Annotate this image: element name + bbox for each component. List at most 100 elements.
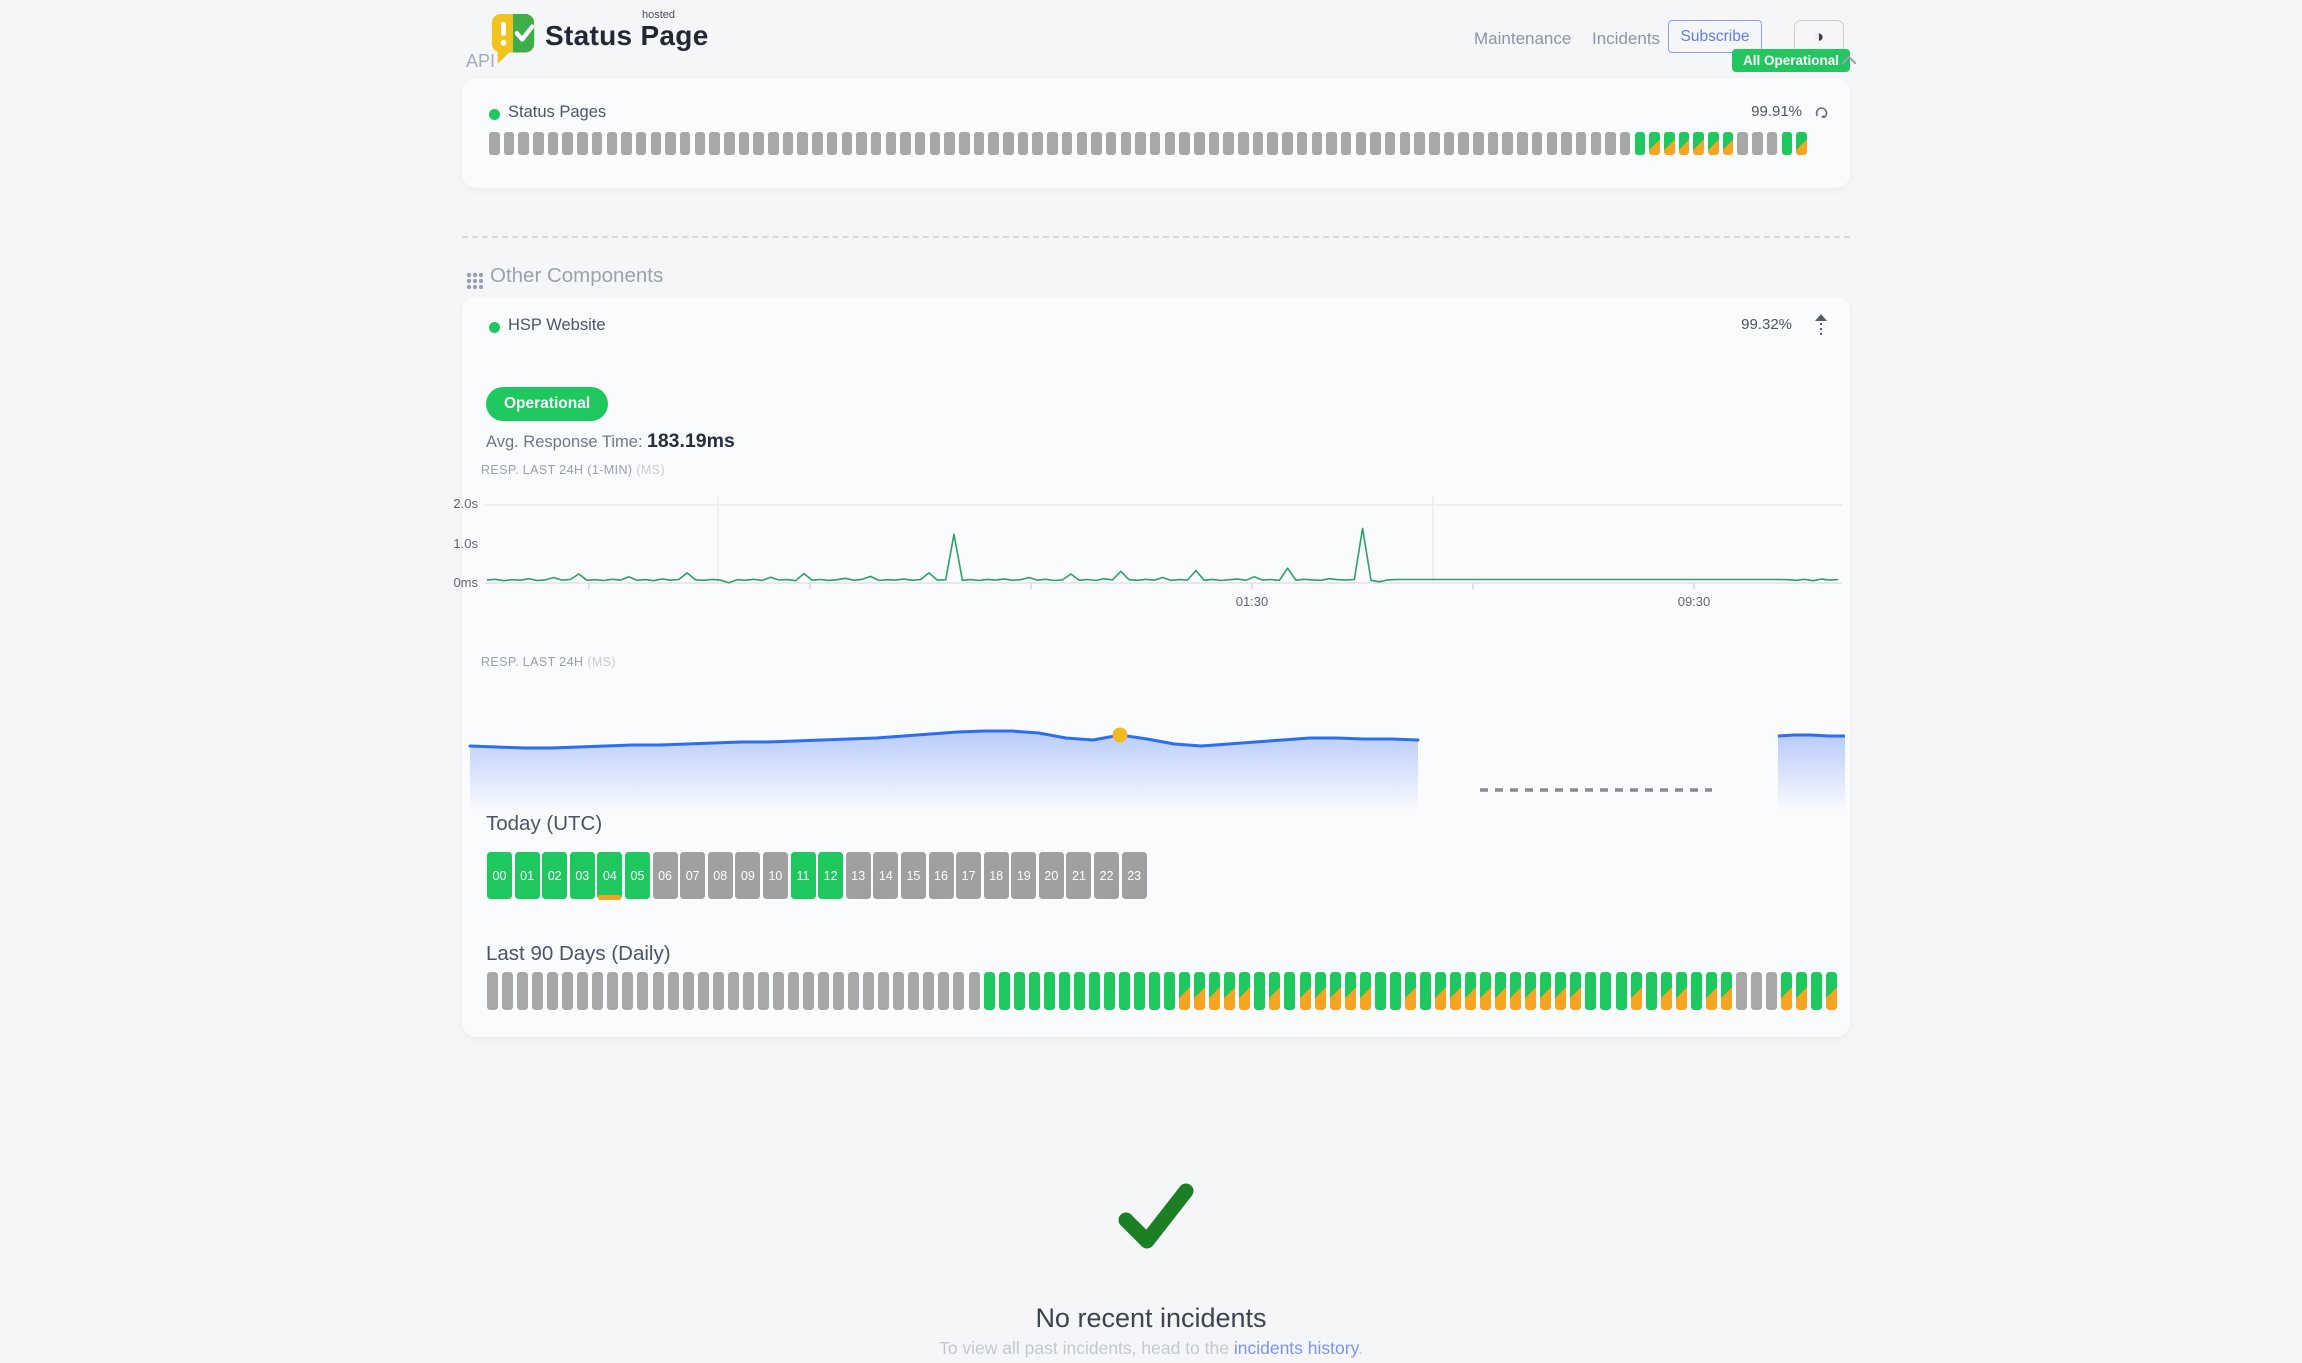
uptime-segment[interactable] [1517, 132, 1528, 155]
uptime-segment[interactable] [1429, 132, 1440, 155]
uptime-segment[interactable] [1252, 132, 1264, 155]
uptime-segment[interactable] [1179, 132, 1190, 155]
day-segment[interactable] [1254, 972, 1266, 1010]
refresh-icon[interactable] [1814, 106, 1830, 122]
uptime-segment[interactable] [768, 132, 779, 155]
day-segment[interactable] [1028, 972, 1040, 1010]
uptime-segment[interactable] [1796, 132, 1807, 155]
day-segment[interactable] [1796, 972, 1808, 1010]
hour-box-01[interactable]: 01 [514, 852, 540, 899]
uptime-segment[interactable] [1399, 132, 1411, 155]
incidents-history-link[interactable]: incidents history [1233, 1338, 1359, 1358]
day-segment[interactable] [667, 972, 679, 1010]
hour-box-03[interactable]: 03 [569, 852, 595, 899]
day-segment[interactable] [1118, 972, 1130, 1010]
chevron-up-icon[interactable] [1840, 53, 1858, 67]
uptime-segment[interactable] [1017, 132, 1029, 155]
nav-incidents[interactable]: Incidents [1592, 29, 1661, 48]
subscribe-button[interactable]: Subscribe [1668, 20, 1762, 53]
day-segment[interactable] [893, 972, 905, 1010]
uptime-segment[interactable] [782, 132, 794, 155]
uptime-segment[interactable] [959, 132, 970, 155]
uptime-segment[interactable] [694, 132, 706, 155]
day-segment[interactable] [1269, 972, 1281, 1010]
uptime-segment[interactable] [1032, 132, 1043, 155]
uptime-segment[interactable] [885, 132, 897, 155]
day-segment[interactable] [878, 972, 890, 1010]
day-segment[interactable] [622, 972, 634, 1010]
hour-box-21[interactable]: 21 [1066, 852, 1092, 899]
day-segment[interactable] [1705, 972, 1717, 1010]
day-segment[interactable] [1314, 972, 1326, 1010]
day-segment[interactable] [1811, 972, 1823, 1010]
uptime-segment[interactable] [900, 132, 911, 155]
day-segment[interactable] [1480, 972, 1492, 1010]
day-segment[interactable] [772, 972, 784, 1010]
day-segment[interactable] [1465, 972, 1477, 1010]
uptime-segment[interactable] [679, 132, 691, 155]
uptime-segment[interactable] [1208, 132, 1220, 155]
uptime-segment[interactable] [1370, 132, 1381, 155]
hour-box-14[interactable]: 14 [873, 852, 899, 899]
day-segment[interactable] [1374, 972, 1386, 1010]
hour-box-08[interactable]: 08 [707, 852, 733, 899]
uptime-segment[interactable] [914, 132, 926, 155]
uptime-segment[interactable] [1223, 132, 1234, 155]
day-segment[interactable] [1765, 972, 1777, 1010]
uptime-segment[interactable] [870, 132, 882, 155]
day-segment[interactable] [1389, 972, 1401, 1010]
hour-box-04[interactable]: 04 [597, 852, 623, 900]
uptime-segment[interactable] [1326, 132, 1337, 155]
uptime-segment[interactable] [1502, 132, 1513, 155]
uptime-segment[interactable] [797, 132, 808, 155]
day-segment[interactable] [1088, 972, 1100, 1010]
day-segment[interactable] [818, 972, 830, 1010]
day-segment[interactable] [727, 972, 739, 1010]
day-segment[interactable] [562, 972, 574, 1010]
hour-box-13[interactable]: 13 [845, 852, 871, 899]
day-segment[interactable] [1675, 972, 1687, 1010]
uptime-segment[interactable] [1282, 132, 1293, 155]
day-segment[interactable] [998, 972, 1010, 1010]
day-segment[interactable] [1570, 972, 1582, 1010]
day-segment[interactable] [1359, 972, 1371, 1010]
day-segment[interactable] [592, 972, 604, 1010]
hour-box-05[interactable]: 05 [624, 852, 650, 899]
uptime-segment[interactable] [518, 132, 529, 155]
day-segment[interactable] [1404, 972, 1416, 1010]
hour-box-09[interactable]: 09 [735, 852, 761, 899]
uptime-segment[interactable] [1575, 132, 1587, 155]
uptime-segment[interactable] [1194, 132, 1205, 155]
hour-box-10[interactable]: 10 [762, 852, 788, 899]
uptime-segment[interactable] [1678, 132, 1690, 155]
day-segment[interactable] [923, 972, 935, 1010]
day-segment[interactable] [1690, 972, 1702, 1010]
day-segment[interactable] [1058, 972, 1070, 1010]
day-segment[interactable] [1073, 972, 1085, 1010]
hour-box-16[interactable]: 16 [928, 852, 954, 899]
day-segment[interactable] [742, 972, 754, 1010]
day-segment[interactable] [652, 972, 664, 1010]
uptime-segment[interactable] [1781, 132, 1792, 155]
day-segment[interactable] [1103, 972, 1115, 1010]
day-segment[interactable] [1164, 972, 1176, 1010]
day-segment[interactable] [1615, 972, 1627, 1010]
day-segment[interactable] [1735, 972, 1747, 1010]
day-segment[interactable] [1450, 972, 1461, 1010]
uptime-segment[interactable] [1238, 132, 1249, 155]
uptime-segment[interactable] [665, 132, 676, 155]
day-segment[interactable] [1600, 972, 1612, 1010]
uptime-segment[interactable] [503, 132, 515, 155]
uptime-segment[interactable] [1546, 132, 1557, 155]
day-segment[interactable] [502, 972, 514, 1010]
day-segment[interactable] [1134, 972, 1146, 1010]
day-segment[interactable] [802, 972, 814, 1010]
uptime-segment[interactable] [1737, 132, 1748, 155]
hour-box-20[interactable]: 20 [1038, 852, 1064, 899]
day-segment[interactable] [1645, 972, 1657, 1010]
day-segment[interactable] [697, 972, 709, 1010]
day-segment[interactable] [577, 972, 589, 1010]
day-segment[interactable] [682, 972, 694, 1010]
day-segment[interactable] [1299, 972, 1311, 1010]
hour-box-00[interactable]: 00 [487, 852, 512, 899]
